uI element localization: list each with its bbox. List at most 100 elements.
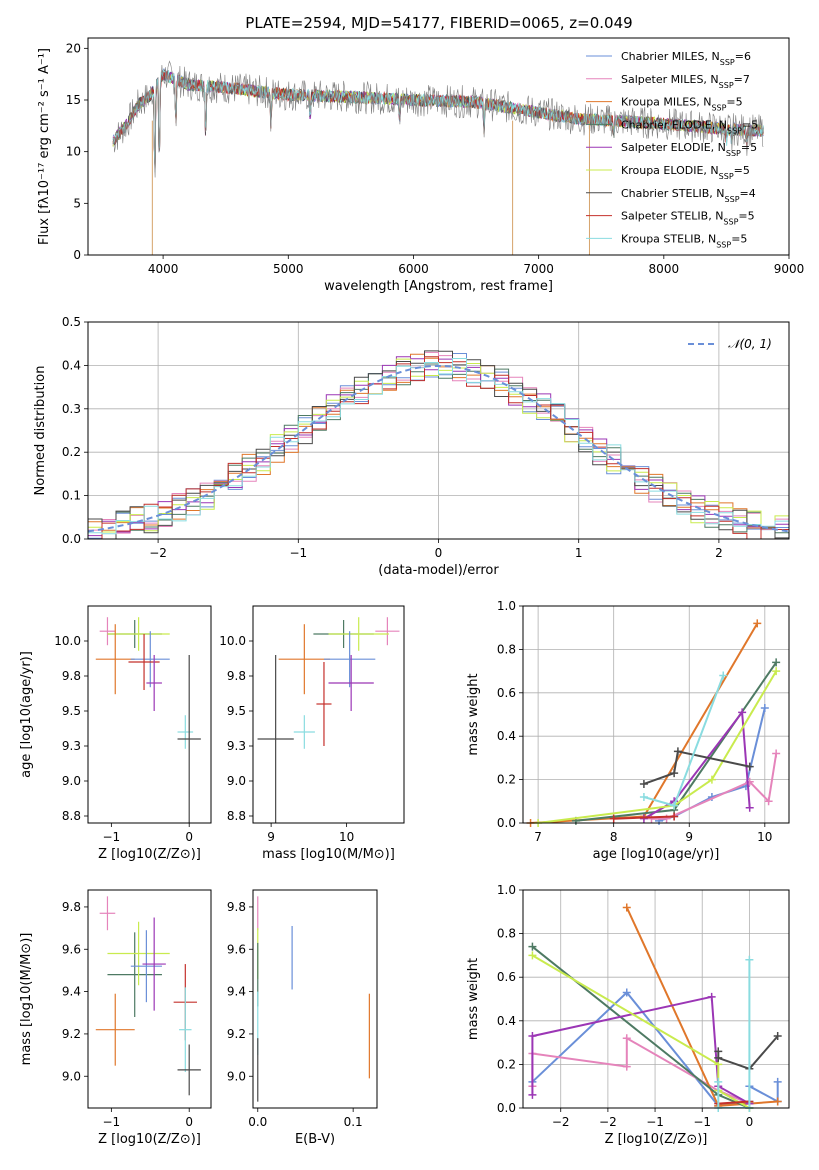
mass-weight-marker bbox=[760, 703, 769, 712]
mass-weight-marker bbox=[745, 803, 754, 812]
age_vs_Z-ytick-label: 8.8 bbox=[62, 809, 81, 823]
mass_vs_EBV-ytick-label: 9.2 bbox=[227, 1027, 246, 1041]
mass-weight-marker bbox=[622, 1062, 631, 1071]
mass_vs_Z-ytick-label: 9.2 bbox=[62, 1027, 81, 1041]
age_vs_Z-xtick-label: −1 bbox=[103, 830, 121, 844]
age_vs_mass-ytick-label: 8.8 bbox=[227, 809, 246, 823]
age_vs_Z-xlabel: Z [log10(Z/Z⊙)] bbox=[98, 847, 201, 862]
mass_weight_vs_Z-ytick-label: 1.0 bbox=[497, 883, 516, 897]
spectrum-ytick-label: 0 bbox=[73, 248, 81, 262]
residuals-xtick-label: −1 bbox=[289, 546, 307, 560]
mass-weight-marker bbox=[745, 955, 754, 964]
residuals-frame bbox=[87, 321, 790, 540]
mass_weight_vs_age-xtick-label: 10 bbox=[757, 830, 772, 844]
mass_vs_Z-ytick-label: 9.0 bbox=[62, 1069, 81, 1083]
spectrum-xtick-label: 6000 bbox=[398, 262, 429, 276]
mass-weight-marker bbox=[707, 992, 716, 1001]
residual-histogram bbox=[88, 350, 789, 539]
mass_vs_Z-xtick-label: 0 bbox=[185, 1115, 193, 1129]
mass_weight_vs_Z-ytick-label: 0.2 bbox=[497, 1057, 516, 1071]
mass-weight-marker bbox=[528, 951, 537, 960]
spectrum-legend-subscript: SSP bbox=[719, 80, 734, 89]
mass_vs_EBV-ytick-label: 9.6 bbox=[227, 942, 246, 956]
mass-weight-marker bbox=[764, 797, 773, 806]
age_vs_Z-ytick-label: 9.0 bbox=[62, 774, 81, 788]
mass_weight_vs_age-xtick-label: 8 bbox=[610, 830, 618, 844]
residual-legend-label: 𝒩(0, 1) bbox=[728, 337, 772, 351]
mass-weight-marker bbox=[773, 1077, 782, 1086]
age_vs_mass-xtick-label: 10 bbox=[339, 830, 354, 844]
mass-weight-marker bbox=[738, 708, 747, 717]
age_vs_mass-frame bbox=[252, 605, 405, 824]
spectrum-legend-count: =5 bbox=[741, 141, 757, 154]
mass_weight_vs_Z-xtick-label: 0 bbox=[746, 1115, 754, 1129]
spectrum-legend-count: =7 bbox=[734, 73, 750, 86]
mass_weight_vs_age-xlabel: age [log10(age/yr)] bbox=[593, 847, 720, 862]
mass_vs_EBV-ytick-label: 9.4 bbox=[227, 985, 246, 999]
mass-weight-marker bbox=[773, 1032, 782, 1041]
spectrum-legend-subscript: SSP bbox=[726, 149, 741, 158]
mass_vs_Z-ylabel: mass [log10(M/M⊙)] bbox=[19, 933, 34, 1066]
mass-weight-line bbox=[613, 815, 675, 820]
spectrum-legend-subscript: SSP bbox=[716, 240, 731, 249]
age_vs_Z-xtick-label: 0 bbox=[185, 830, 193, 844]
residuals-xtick-label: −2 bbox=[149, 546, 167, 560]
spectrum-data-line bbox=[112, 60, 764, 178]
mass-weight-marker bbox=[714, 1077, 723, 1086]
normal-reference-curve bbox=[88, 364, 789, 533]
mass-weight-line bbox=[537, 670, 778, 823]
mass_weight_vs_Z-ytick-label: 0.6 bbox=[497, 970, 516, 984]
mass-weight-marker bbox=[528, 1032, 537, 1041]
residuals-ytick-label: 0.5 bbox=[62, 315, 81, 329]
age_vs_Z-ytick-label: 9.3 bbox=[62, 739, 81, 753]
mass_vs_Z-ytick-label: 9.6 bbox=[62, 942, 81, 956]
mass_weight_vs_age-xtick-label: 7 bbox=[534, 830, 542, 844]
mass_vs_Z-frame bbox=[87, 889, 212, 1109]
spectrum-ytick-label: 5 bbox=[73, 196, 81, 210]
mass-weight-marker bbox=[670, 812, 679, 821]
mass-weight-marker bbox=[772, 658, 781, 667]
spectrum-legend-label: Chabrier ELODIE, NSSP=5 bbox=[621, 118, 758, 135]
mass_weight_vs_Z-xtick-label: −1 bbox=[693, 1115, 711, 1129]
age_vs_Z-ytick-label: 9.8 bbox=[62, 669, 81, 683]
mass_weight_vs_age-ytick-label: 0.0 bbox=[497, 816, 516, 830]
age_vs_mass-ytick-label: 9.8 bbox=[227, 669, 246, 683]
age_vs_Z-ytick-label: 9.5 bbox=[62, 704, 81, 718]
spectrum-ytick-label: 20 bbox=[66, 41, 81, 55]
mass-weight-marker bbox=[753, 619, 762, 628]
spectrum-legend-label: Salpeter MILES, NSSP=7 bbox=[621, 73, 750, 90]
spectrum-frame bbox=[87, 37, 790, 256]
mass-weight-marker bbox=[639, 779, 648, 788]
residuals-ytick-label: 0.0 bbox=[62, 532, 81, 546]
residuals-ytick-label: 0.2 bbox=[62, 445, 81, 459]
residuals-xlabel: (data-model)/error bbox=[378, 563, 499, 578]
mass_vs_EBV-ytick-label: 9.0 bbox=[227, 1069, 246, 1083]
mass-weight-marker bbox=[719, 671, 728, 680]
spectrum-legend-subscript: SSP bbox=[727, 126, 742, 135]
residuals-xtick-label: 2 bbox=[715, 546, 723, 560]
spectrum-xlabel: wavelength [Angstrom, rest frame] bbox=[324, 279, 553, 294]
mass_weight_vs_age-ylabel: mass weight bbox=[466, 673, 481, 755]
mass_vs_Z-ytick-label: 9.8 bbox=[62, 900, 81, 914]
mass_vs_EBV-frame bbox=[252, 889, 378, 1109]
mass_weight_vs_age-frame bbox=[522, 605, 790, 824]
mass-weight-marker bbox=[622, 1034, 631, 1043]
mass-weight-line bbox=[718, 1100, 750, 1105]
spectrum-legend-subscript: SSP bbox=[711, 103, 726, 112]
mass_vs_EBV-xtick-label: 0.1 bbox=[344, 1115, 363, 1129]
mass_weight_vs_Z-ytick-label: 0.0 bbox=[497, 1101, 516, 1115]
spectrum-ylabel: Flux [fλ10⁻¹⁷ erg cm⁻² s⁻¹ A⁻¹] bbox=[37, 48, 52, 245]
spectrum-legend-subscript: SSP bbox=[720, 58, 735, 67]
mass-weight-line bbox=[531, 954, 750, 1108]
spectrum-legend-subscript: SSP bbox=[719, 172, 734, 181]
spectrum-ytick-label: 10 bbox=[66, 145, 81, 159]
mass_weight_vs_Z-ytick-label: 0.8 bbox=[497, 927, 516, 941]
age_vs_Z-ytick-label: 10.0 bbox=[54, 634, 81, 648]
mass-weight-marker bbox=[670, 801, 679, 810]
mass_weight_vs_Z-xtick-label: −1 bbox=[646, 1115, 664, 1129]
mass_weight_vs_Z-xtick-label: −2 bbox=[552, 1115, 570, 1129]
mass_weight_vs_age-ytick-label: 0.4 bbox=[497, 729, 516, 743]
age_vs_mass-ytick-label: 9.3 bbox=[227, 739, 246, 753]
age_vs_Z-frame bbox=[87, 605, 212, 824]
